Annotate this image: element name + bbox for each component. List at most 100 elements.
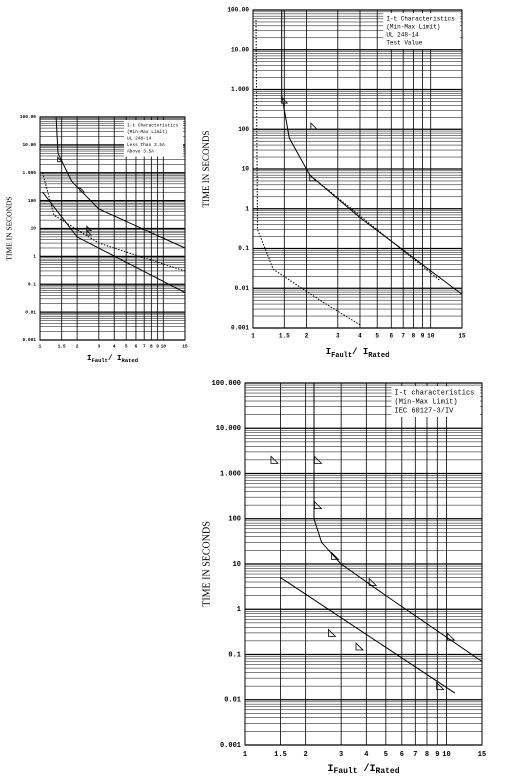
y-tick-label: 0.01: [224, 697, 241, 705]
x-tick-label: 5: [384, 751, 388, 759]
legend-text: Test Value: [386, 40, 422, 47]
test-marker: [86, 229, 93, 236]
y-tick-label: 100.00: [20, 114, 37, 120]
x-tick-label: 3: [339, 751, 343, 759]
x-tick-label: 5: [125, 344, 128, 350]
y-tick-label: 10: [31, 226, 37, 232]
x-tick-label: 6: [389, 333, 393, 340]
y-tick-label: 100.00: [227, 7, 249, 14]
x-axis-label-part: /I: [358, 763, 376, 775]
curve: [55, 116, 186, 249]
y-tick-label: 100: [228, 516, 241, 524]
x-tick-label: 10: [161, 344, 167, 350]
legend-box: [383, 13, 460, 49]
x-tick-label: 4: [358, 333, 362, 340]
x-tick-label: 4: [113, 344, 116, 350]
x-axis-label-part: Rated: [376, 767, 400, 776]
x-axis-label-part: I: [326, 347, 331, 357]
x-tick-label: 1: [243, 751, 247, 759]
y-tick-label: 100: [238, 126, 249, 133]
test-marker: [86, 225, 93, 232]
x-tick-label: 8: [150, 344, 153, 350]
curve: [309, 174, 440, 281]
x-tick-label: 1.5: [58, 344, 66, 350]
test-marker: [331, 551, 340, 560]
test-marker: [355, 642, 364, 651]
x-tick-label: 8: [425, 751, 429, 759]
y-tick-label: 100.000: [212, 380, 241, 388]
legend-text: I-t Characteristics: [386, 16, 455, 23]
x-tick-label: 15: [478, 751, 486, 759]
x-tick-label: 4: [364, 751, 368, 759]
y-tick-label: 10.000: [216, 425, 241, 433]
y-tick-label: 100: [28, 198, 36, 204]
x-tick-label: 8: [412, 333, 416, 340]
x-tick-label: 3: [97, 344, 100, 350]
x-tick-label: 15: [182, 344, 188, 350]
legend-text: (Min-Max Limit): [127, 129, 168, 135]
x-axis-label-part: Fault: [91, 357, 108, 364]
x-tick-label: 9: [421, 333, 425, 340]
test-marker: [446, 632, 456, 641]
test-marker: [368, 577, 378, 586]
y-tick-label: 0.001: [220, 742, 241, 750]
y-tick-label: 10: [242, 166, 250, 173]
legend-box: [391, 386, 480, 417]
y-tick-label: 10: [233, 561, 241, 569]
x-axis-label-part: Fault: [331, 352, 352, 360]
legend-text: (Min-Max Limit): [386, 24, 440, 31]
test-marker: [280, 96, 289, 104]
x-tick-label: 7: [143, 344, 146, 350]
x-tick-label: 3: [336, 333, 340, 340]
chart: 0.001 0.01 0.1 1 10 100 1.000 10.00 100.00 1 1.5 2 3…: [5, 114, 188, 364]
legend-text: UL 248-14: [127, 135, 152, 141]
y-tick-label: 0.001: [231, 325, 249, 332]
curve: [255, 19, 361, 326]
x-axis-label-part: / I: [352, 347, 368, 357]
test-marker: [313, 455, 323, 464]
test-marker: [57, 156, 64, 163]
legend-text: UL 248-14: [386, 32, 419, 39]
y-tick-label: 0.01: [25, 309, 36, 315]
x-tick-label: 1: [251, 333, 255, 340]
y-axis-label: TIME IN SECONDS: [201, 521, 212, 607]
y-tick-label: 1: [33, 254, 36, 260]
test-marker: [310, 122, 318, 130]
x-tick-label: 2: [76, 344, 79, 350]
legend-text: Above 3.5A: [127, 148, 154, 154]
y-tick-label: 0.1: [228, 651, 241, 659]
y-axis-label: TIME IN SECONDS: [5, 196, 14, 260]
x-axis-label-part: Rated: [368, 352, 389, 360]
test-marker: [270, 455, 279, 464]
legend-text: I-t characteristics: [395, 389, 475, 397]
curve: [42, 172, 186, 272]
test-marker: [309, 173, 317, 182]
x-tick-label: 7: [413, 751, 417, 759]
x-axis-label-part: I: [87, 355, 92, 363]
y-tick-label: 10.00: [231, 46, 249, 53]
y-tick-label: 10.00: [22, 142, 36, 148]
legend-text: I-t Characteristics: [127, 122, 179, 128]
legend-box: [123, 120, 183, 157]
y-tick-label: 0.01: [235, 285, 250, 292]
x-axis-label: IFault/ IRated: [326, 347, 390, 359]
x-tick-label: 7: [401, 333, 405, 340]
curve: [42, 191, 186, 294]
legend-text: Less Than 3.5A: [127, 142, 165, 148]
chart: 0.001 0.01 0.1 1 10 100 1.000 10.00 100.00 1 1.5 2 3…: [201, 7, 466, 360]
legend-text: (Min-Max Limit): [395, 398, 458, 406]
y-tick-label: 0.1: [238, 245, 249, 252]
x-tick-label: 9: [435, 751, 439, 759]
x-axis-label-part: Fault: [333, 767, 357, 776]
y-tick-label: 1: [245, 205, 249, 212]
curve: [280, 577, 456, 694]
y-axis-label: TIME IN SECONDS: [201, 130, 211, 207]
x-axis-label: IFault/ IRated: [87, 355, 138, 364]
test-marker: [79, 186, 86, 193]
chart: 0.001 0.01 0.1 1 10 100 1.000 10.000 100.000 1 1.5…: [201, 380, 486, 776]
x-tick-label: 1.5: [274, 751, 287, 759]
x-tick-label: 6: [135, 344, 138, 350]
x-axis-label-part: I: [327, 764, 333, 775]
x-axis-label-part: / I: [108, 355, 122, 363]
